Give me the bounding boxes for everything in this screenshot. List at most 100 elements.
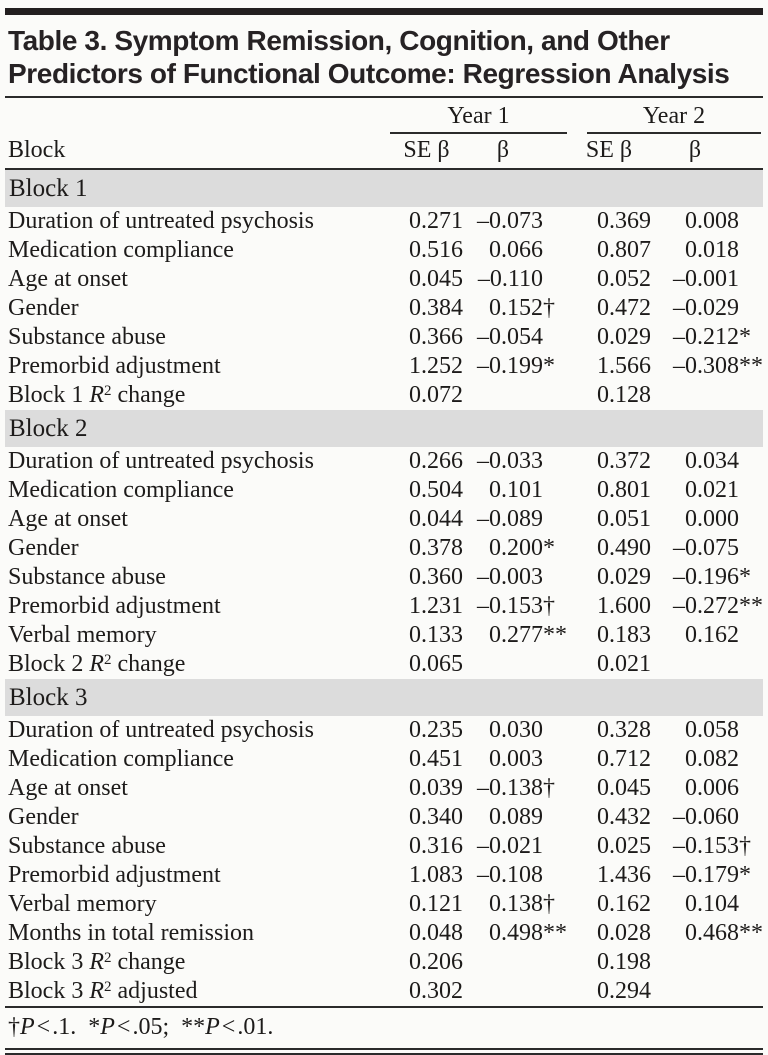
block-section-label: Block 3 xyxy=(5,679,763,716)
cell-year1-beta: 0.003 xyxy=(488,746,543,772)
cell-year2-se-beta: 0.801 xyxy=(596,477,651,503)
row-label: Duration of untreated psychosis xyxy=(8,448,314,474)
column-header-row: Block SE β β SE β β xyxy=(5,134,763,169)
row-label: Substance abuse xyxy=(8,324,166,350)
year2-label: Year 2 xyxy=(586,103,761,134)
row-label: Months in total remission xyxy=(8,920,254,946)
row-label: Gender xyxy=(8,804,79,830)
cell-year1-beta: –0.199* xyxy=(476,353,555,379)
cell-year1-beta: 0.030 xyxy=(488,717,543,743)
table-body: Block 1 Duration of untreated psychosis 0.… xyxy=(5,169,763,1006)
cell-year1-se-beta: 0.451 xyxy=(408,746,463,772)
table-row: Medication compliance 0.451 0.003 0.712 0.08… xyxy=(5,745,763,774)
cell-year2-se-beta: 0.432 xyxy=(596,804,651,830)
table-row: Age at onset 0.045 –0.110 0.052 –0.001 xyxy=(5,265,763,294)
cell-year1-beta: 0.138† xyxy=(488,891,555,917)
block-section-label: Block 1 xyxy=(5,169,763,207)
cell-year2-beta: –0.272** xyxy=(673,593,763,619)
cell-year1-beta: –0.021 xyxy=(476,833,543,859)
cell-year1-se-beta: 0.504 xyxy=(408,477,463,503)
row-label: Verbal memory xyxy=(8,891,157,917)
table-title-line1: Table 3. Symptom Remission, Cognition, a… xyxy=(8,25,670,56)
row-label: Medication compliance xyxy=(8,746,234,772)
cell-year1-beta: 0.200* xyxy=(488,535,555,561)
cell-year1-beta xyxy=(463,650,567,679)
year1-se-beta-header: SE β xyxy=(403,137,450,163)
cell-year2-se-beta: 0.372 xyxy=(596,448,651,474)
cell-year1-se-beta: 0.366 xyxy=(408,324,463,350)
row-label: Substance abuse xyxy=(8,833,166,859)
cell-year1-se-beta: 0.121 xyxy=(408,891,463,917)
row-label: Block 3 R2 adjusted xyxy=(8,978,198,1004)
cell-year2-beta xyxy=(651,381,763,410)
cell-year2-beta: –0.179* xyxy=(673,862,751,888)
cell-year2-se-beta: 1.600 xyxy=(596,593,651,619)
cell-year2-beta: 0.468** xyxy=(685,920,763,946)
table-row: Months in total remission 0.048 0.498** 0.0… xyxy=(5,919,763,948)
cell-year1-se-beta: 0.266 xyxy=(408,448,463,474)
cell-year2-beta: 0.058 xyxy=(685,717,739,743)
table-row: Gender 0.378 0.200* 0.490 –0.075 xyxy=(5,534,763,563)
cell-year2-se-beta: 0.162 xyxy=(596,891,651,917)
cell-year2-beta: 0.082 xyxy=(685,746,739,772)
year1-beta-header: β xyxy=(496,137,510,163)
cell-year2-se-beta: 0.294 xyxy=(596,978,651,1004)
table-row: Substance abuse 0.366 –0.054 0.029 –0.212* xyxy=(5,323,763,352)
cell-year1-se-beta: 1.083 xyxy=(408,862,463,888)
cell-year2-se-beta: 0.712 xyxy=(596,746,651,772)
row-label: Substance abuse xyxy=(8,564,166,590)
block-column-header: Block xyxy=(8,137,66,163)
cell-year1-se-beta: 0.516 xyxy=(408,237,463,263)
table-row: Verbal memory 0.121 0.138† 0.162 0.104 xyxy=(5,890,763,919)
cell-year2-beta: –0.001 xyxy=(673,266,739,292)
cell-year1-beta: –0.003 xyxy=(476,564,543,590)
cell-year2-se-beta: 0.051 xyxy=(596,506,651,532)
table-row: Premorbid adjustment 1.252 –0.199* 1.566 –0.… xyxy=(5,352,763,381)
cell-year1-beta: –0.110 xyxy=(477,266,543,292)
year2-se-beta-header: SE β xyxy=(585,137,633,163)
cell-year2-se-beta: 0.369 xyxy=(596,208,651,234)
table-row: Age at onset 0.044 –0.089 0.051 0.000 xyxy=(5,505,763,534)
title-rule xyxy=(5,96,763,98)
cell-year2-beta: 0.000 xyxy=(685,506,739,532)
cell-year1-beta: –0.108 xyxy=(476,862,543,888)
year1-group-header: Year 1 xyxy=(389,98,567,134)
row-label: Block 3 R2 change xyxy=(8,949,186,975)
row-label: Duration of untreated psychosis xyxy=(8,208,314,234)
cell-year1-se-beta: 0.340 xyxy=(408,804,463,830)
cell-year1-beta xyxy=(463,381,567,410)
table-row: Gender 0.340 0.089 0.432 –0.060 xyxy=(5,803,763,832)
cell-year2-beta: –0.075 xyxy=(673,535,739,561)
cell-year2-beta: –0.308** xyxy=(673,353,763,379)
row-label: Age at onset xyxy=(8,775,128,801)
cell-year2-beta: 0.034 xyxy=(685,448,739,474)
cell-year1-beta: 0.152† xyxy=(488,295,555,321)
table-title: Table 3. Symptom Remission, Cognition, a… xyxy=(8,24,763,90)
cell-year1-se-beta: 0.384 xyxy=(408,295,463,321)
table-row: Block 3 R2 adjusted 0.302 0.294 xyxy=(5,977,763,1006)
cell-year1-se-beta: 0.302 xyxy=(408,978,463,1004)
cell-year2-beta: 0.021 xyxy=(685,477,739,503)
cell-year1-beta: –0.033 xyxy=(476,448,543,474)
table-row: Gender 0.384 0.152† 0.472 –0.029 xyxy=(5,294,763,323)
cell-year1-se-beta: 0.039 xyxy=(408,775,463,801)
cell-year2-beta: –0.029 xyxy=(673,295,739,321)
table-row: Medication compliance 0.516 0.066 0.807 0.01… xyxy=(5,236,763,265)
table-row: Duration of untreated psychosis 0.235 0.03… xyxy=(5,716,763,745)
cell-year1-beta xyxy=(463,948,567,977)
cell-year2-se-beta: 0.183 xyxy=(596,622,651,648)
cell-year1-se-beta: 0.271 xyxy=(408,208,463,234)
row-label: Medication compliance xyxy=(8,477,234,503)
cell-year2-se-beta: 0.128 xyxy=(596,382,651,408)
row-label: Medication compliance xyxy=(8,237,234,263)
block-section-label: Block 2 xyxy=(5,410,763,447)
table-row: Block 1 R2 change 0.072 0.128 xyxy=(5,381,763,410)
cell-year1-se-beta: 0.045 xyxy=(408,266,463,292)
row-label: Verbal memory xyxy=(8,622,157,648)
cell-year2-beta xyxy=(651,948,763,977)
cell-year1-se-beta: 0.378 xyxy=(408,535,463,561)
cell-year1-beta: –0.089 xyxy=(476,506,543,532)
cell-year2-se-beta: 0.025 xyxy=(596,833,651,859)
cell-year2-se-beta: 0.198 xyxy=(596,949,651,975)
